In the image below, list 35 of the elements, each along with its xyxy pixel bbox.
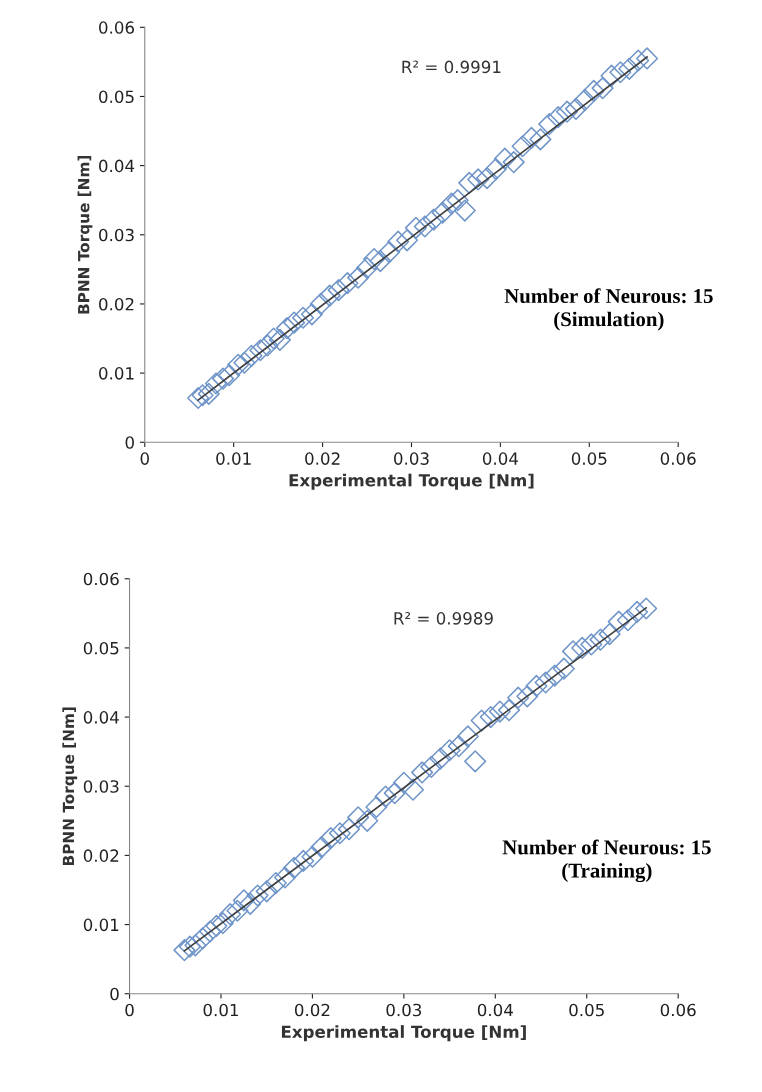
y-axis-title: BPNN Torque [Nm] [62, 707, 78, 865]
x-tick-label: 0.01 [203, 1003, 238, 1017]
x-tick-label: 0.02 [305, 452, 340, 465]
x-tick-label: 0.03 [386, 1003, 422, 1017]
y-axis-title: BPNN Torque [Nm] [77, 155, 93, 314]
y-tick-label: 0.01 [83, 918, 119, 932]
x-tick-label: 0.04 [477, 1003, 513, 1017]
y-tick-label: 0.05 [99, 90, 134, 104]
y-tick-label: 0 [110, 987, 119, 1001]
x-tick-label: 0.01 [216, 452, 251, 465]
x-tick-label: 0.02 [294, 1003, 330, 1017]
annotation: Number of Neurous: 15 (Simulation) [504, 288, 713, 331]
y-tick-label: 0.01 [99, 367, 134, 380]
y-tick-label: 0.02 [99, 297, 134, 311]
y-tick-label: 0.03 [99, 228, 134, 242]
x-tick-label: 0.05 [571, 452, 607, 465]
y-tick-label: 0.04 [83, 711, 119, 724]
x-tick-label: 0 [140, 452, 149, 465]
x-tick-label: 0.03 [394, 452, 429, 465]
x-tick-label: 0.05 [569, 1003, 604, 1017]
annotation: R² = 0.9991 [402, 60, 501, 74]
x-tick-label: 0.06 [660, 452, 696, 465]
y-tick-label: 0.06 [83, 572, 119, 586]
annotation: Number of Neurous: 15 (Training) [502, 839, 711, 883]
x-axis-title: Experimental Torque [Nm] [289, 473, 534, 490]
y-tick-label: 0.04 [99, 159, 135, 173]
y-tick-label: 0 [125, 436, 134, 449]
y-tick-label: 0.03 [83, 780, 119, 793]
y-tick-label: 0.02 [83, 849, 119, 862]
x-tick-label: 0.06 [660, 1003, 696, 1017]
annotation: R² = 0.9989 [394, 612, 493, 625]
y-tick-label: 0.06 [99, 21, 135, 34]
x-axis-title: Experimental Torque [Nm] [281, 1025, 526, 1042]
x-tick-label: 0.04 [482, 452, 518, 465]
y-tick-label: 0.05 [83, 641, 119, 655]
